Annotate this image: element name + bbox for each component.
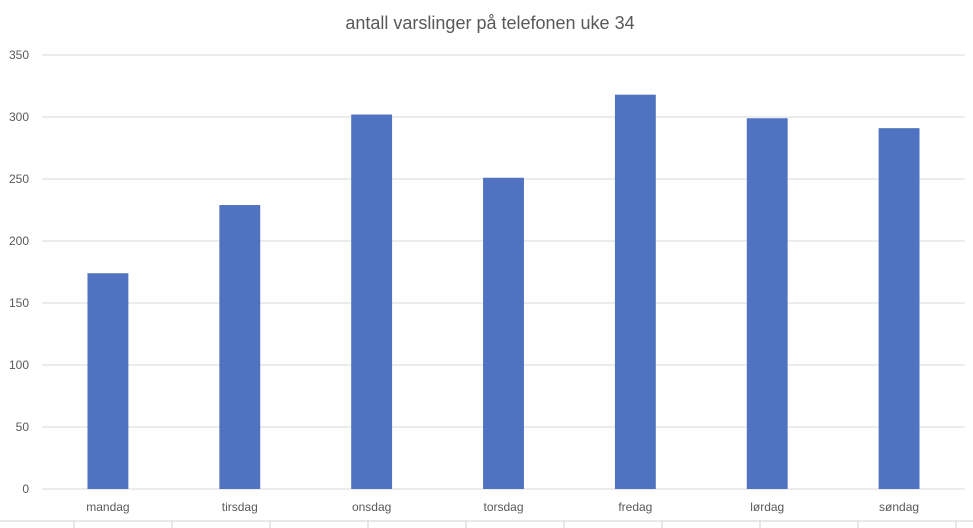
y-tick-label: 200 — [9, 234, 29, 248]
x-tick-label: tirsdag — [222, 500, 258, 514]
x-tick-label: torsdag — [483, 500, 523, 514]
y-axis-ticks: 0 50 100 150 200 250 300 350 — [9, 48, 29, 496]
bar-fredag — [614, 94, 656, 490]
bar-søndag — [878, 128, 920, 489]
bar-lørdag — [746, 118, 788, 490]
chart-title: antall varslinger på telefonen uke 34 — [345, 13, 634, 33]
y-tick-label: 0 — [22, 482, 29, 496]
y-tick-label: 350 — [9, 48, 29, 62]
y-tick-label: 300 — [9, 110, 29, 124]
x-tick-label: fredag — [618, 500, 652, 514]
y-tick-label: 150 — [9, 296, 29, 310]
bar-tirsdag — [219, 205, 261, 490]
x-tick-label: lørdag — [750, 500, 784, 514]
x-axis-ticks: mandag tirsdag onsdag torsdag fredag lørdag sø… — [86, 500, 919, 514]
y-tick-label: 100 — [9, 358, 29, 372]
bars — [87, 94, 920, 490]
bar-onsdag — [351, 114, 393, 490]
y-tick-label: 250 — [9, 172, 29, 186]
x-tick-label: onsdag — [352, 500, 391, 514]
bar-torsdag — [483, 177, 524, 489]
sheet-gridlines — [0, 520, 973, 528]
bar-mandag — [87, 273, 129, 489]
y-tick-label: 50 — [16, 420, 30, 434]
x-tick-label: søndag — [879, 500, 919, 514]
x-tick-label: mandag — [86, 500, 129, 514]
